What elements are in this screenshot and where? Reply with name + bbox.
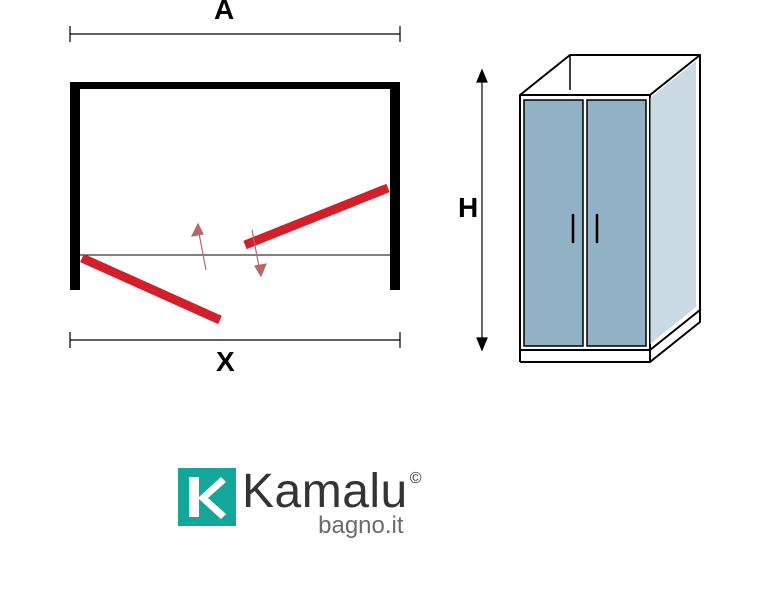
label-H: H xyxy=(458,192,478,224)
logo-mark xyxy=(178,468,236,526)
dimension-X xyxy=(70,332,400,348)
brand-logo: Kamalu © bagno.it xyxy=(178,468,422,540)
enclosure-frame xyxy=(70,82,400,290)
sub-brand: bagno.it xyxy=(242,512,422,540)
dimension-H xyxy=(477,70,487,350)
dimension-A xyxy=(70,26,400,42)
glass-panels xyxy=(524,61,696,346)
door-left xyxy=(82,258,220,320)
label-A: A xyxy=(214,0,234,26)
label-X: X xyxy=(216,346,235,378)
brand-name: Kamalu xyxy=(242,468,408,516)
isometric-view-diagram xyxy=(460,20,740,400)
top-view-diagram xyxy=(20,10,420,390)
copyright-icon: © xyxy=(410,470,422,488)
swing-arrow-up xyxy=(192,224,206,270)
door-right xyxy=(245,188,388,245)
